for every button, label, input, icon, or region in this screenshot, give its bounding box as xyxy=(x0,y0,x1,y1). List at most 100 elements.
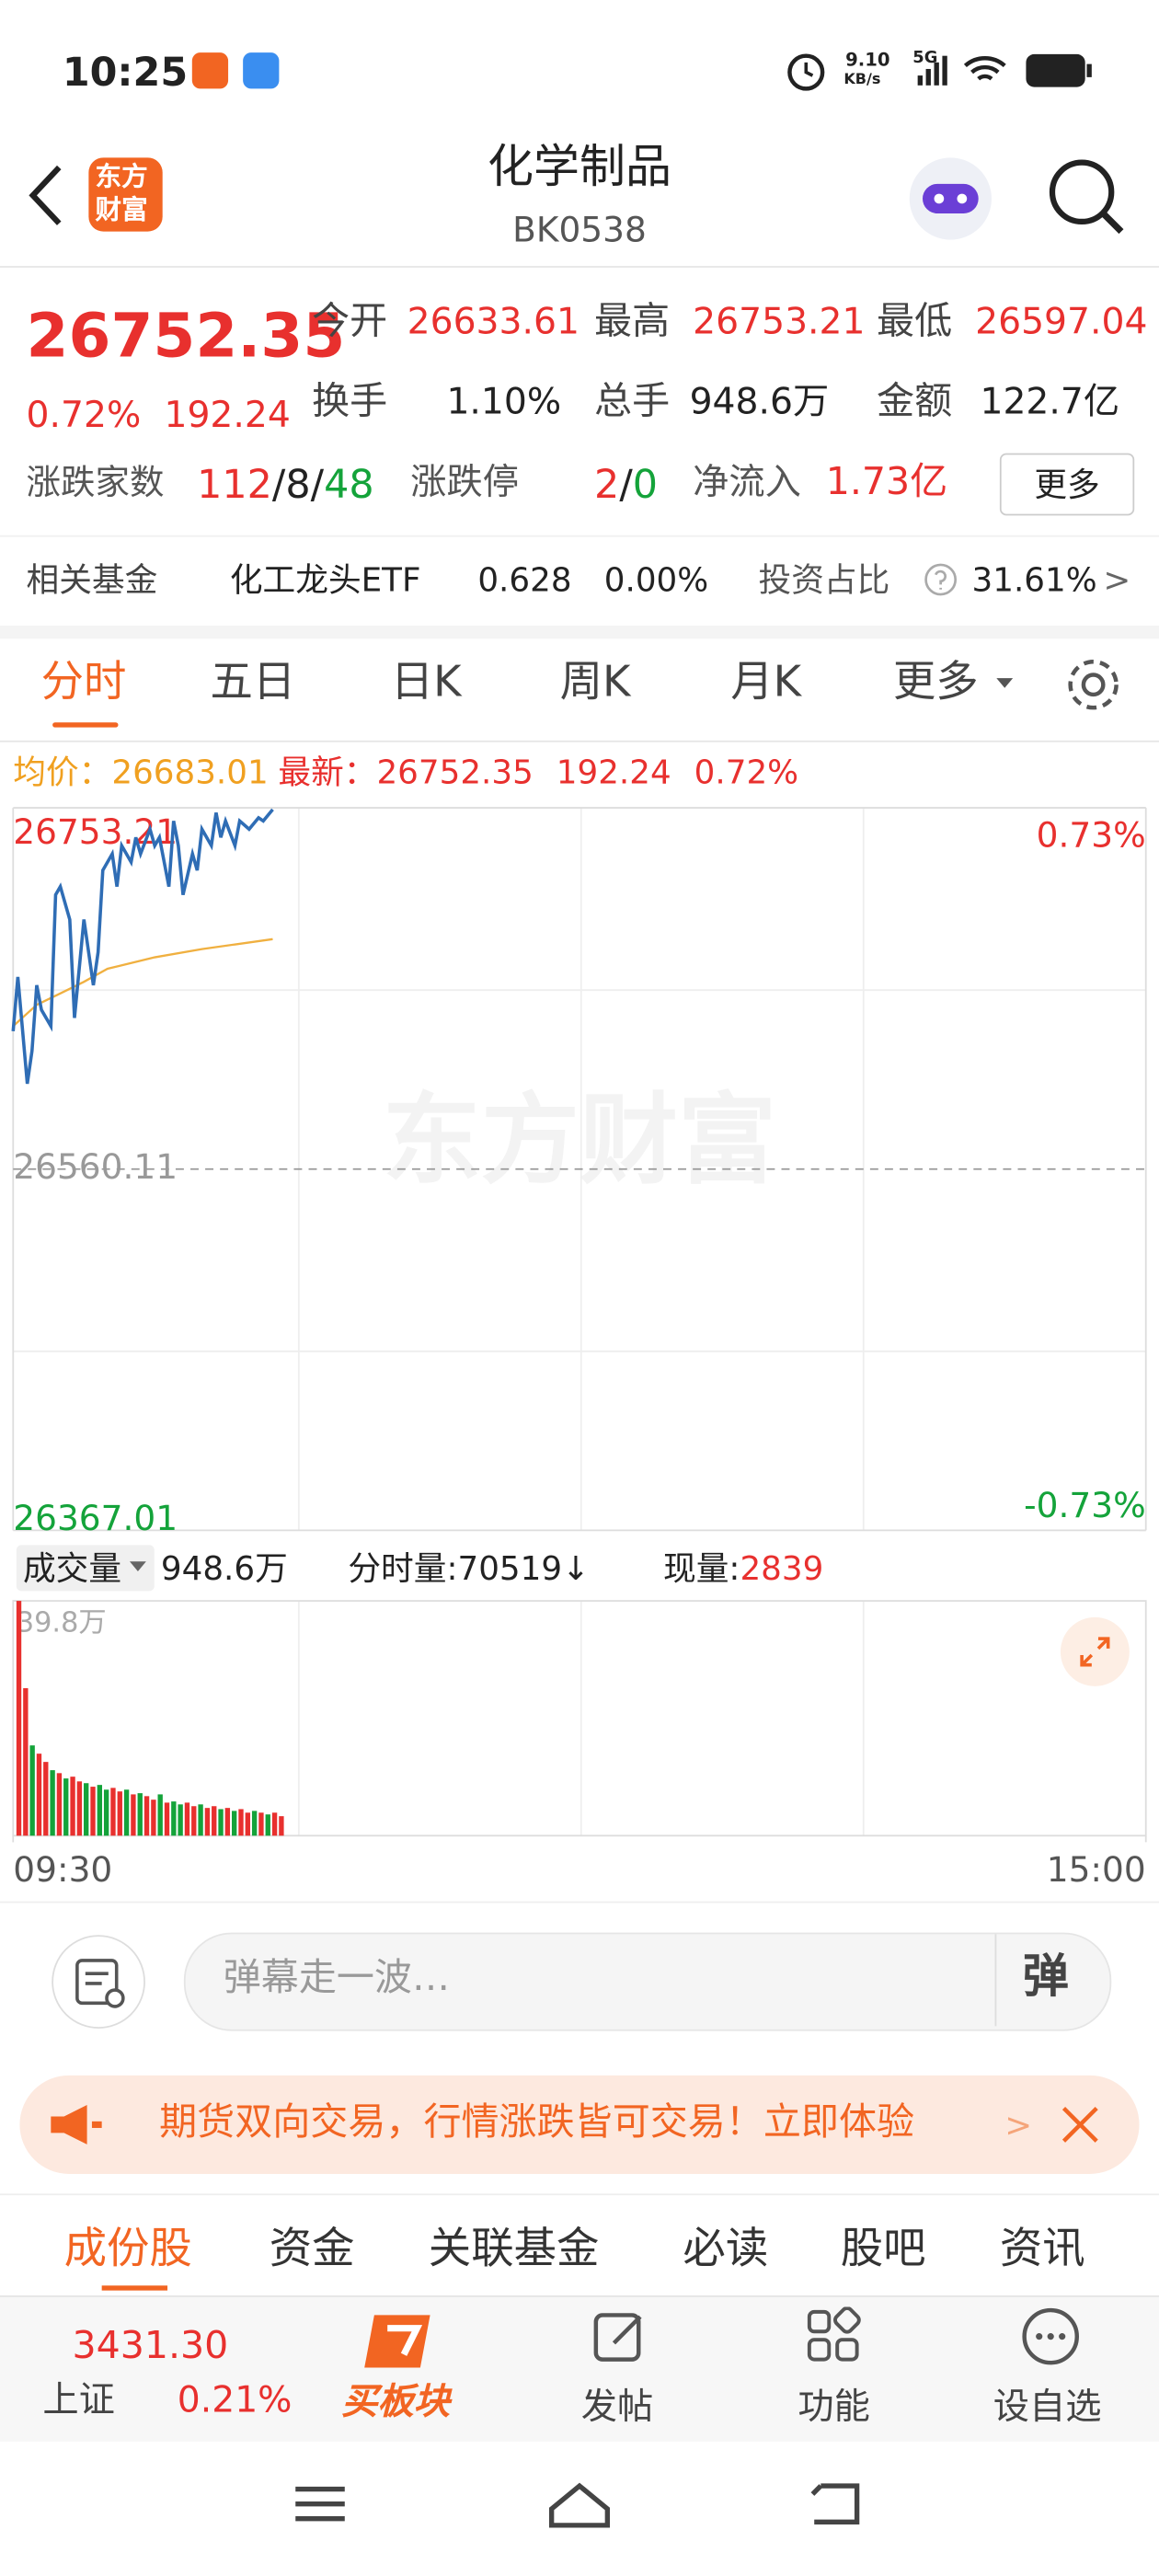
current-label: 现量: xyxy=(663,1547,740,1588)
alarm-icon xyxy=(787,53,825,91)
volume-bar xyxy=(224,1808,231,1836)
index-name[interactable]: 上证 xyxy=(42,2380,115,2422)
section-tab-active[interactable]: 成份股 xyxy=(63,2225,192,2274)
volume-bar xyxy=(212,1806,217,1836)
stat-label: 金额 xyxy=(877,381,953,424)
back-button[interactable] xyxy=(23,161,73,230)
inflow-label: 净流入 xyxy=(693,463,801,504)
volume-bar xyxy=(238,1809,244,1836)
section-tab[interactable]: 必读 xyxy=(683,2225,769,2274)
volume-selector[interactable] xyxy=(16,1545,155,1592)
volume-bar xyxy=(143,1796,150,1836)
change: 192.24 xyxy=(164,396,291,437)
nav-item[interactable]: 发帖 xyxy=(580,2386,654,2429)
megaphone-icon xyxy=(51,2104,102,2145)
watermark: 东方财富 xyxy=(383,1084,776,1198)
limit-up: 2 xyxy=(594,461,620,508)
promo-banner[interactable] xyxy=(19,2075,1140,2174)
inflow-value: 1.73亿 xyxy=(825,461,948,504)
y-tick-label: 26560.11 xyxy=(13,1146,178,1187)
separator: / xyxy=(619,461,633,508)
help-icon[interactable] xyxy=(923,561,958,597)
net-speed: 9.10 xyxy=(845,49,890,71)
y2-tick-label: -0.73% xyxy=(1024,1485,1146,1525)
volume-bar xyxy=(204,1808,211,1836)
app-icon xyxy=(243,52,280,89)
danmaku-input[interactable] xyxy=(183,1932,1112,2031)
index-value[interactable]: 3431.30 xyxy=(72,2325,229,2368)
y-tick-label: 26753.21 xyxy=(13,811,178,852)
volume-bar xyxy=(164,1802,170,1836)
volume-bar xyxy=(279,1816,284,1836)
nav-item[interactable]: 设自选 xyxy=(993,2386,1102,2429)
volume-bar xyxy=(63,1778,69,1836)
fund-name[interactable]: 化工龙头ETF xyxy=(229,559,421,600)
chart-tab[interactable]: 日K xyxy=(390,658,462,708)
stat-label: 换手 xyxy=(312,381,388,424)
danmaku-button[interactable]: 弹 xyxy=(1022,1949,1069,2004)
more-button[interactable]: 更多 xyxy=(999,453,1135,516)
nav-item[interactable]: 功能 xyxy=(798,2386,870,2429)
app-logo[interactable] xyxy=(88,157,163,232)
divider xyxy=(0,535,1159,537)
close-banner[interactable] xyxy=(1057,2101,1103,2147)
price-line xyxy=(11,808,274,1085)
minute-arrow: ↓ xyxy=(562,1547,590,1588)
volume-bar xyxy=(29,1745,35,1836)
section-tab[interactable]: 股吧 xyxy=(840,2225,926,2274)
volume-bar xyxy=(36,1754,42,1836)
section-tab[interactable]: 资讯 xyxy=(999,2225,1085,2274)
banner-text[interactable]: 期货双向交易，行情涨跌皆可交易！立即体验 xyxy=(159,2101,915,2145)
chart-tab[interactable]: 五日 xyxy=(210,658,296,708)
fund-arrow[interactable]: > xyxy=(1103,559,1131,600)
chart-tab[interactable]: 更多 xyxy=(892,658,979,708)
fund-label: 相关基金 xyxy=(26,559,158,600)
last-price-info: 26752.35 xyxy=(376,752,534,792)
breadth-label: 涨跌家数 xyxy=(26,463,165,503)
system-nav xyxy=(295,2482,860,2528)
section-tab[interactable]: 资金 xyxy=(269,2225,355,2274)
post-icon[interactable] xyxy=(591,2307,649,2366)
dropdown-icon xyxy=(996,678,1014,688)
settings-button[interactable] xyxy=(1062,653,1125,716)
volume-bar xyxy=(271,1812,278,1836)
volume-bar xyxy=(178,1804,183,1836)
volume-bar xyxy=(131,1794,136,1836)
input-placeholder[interactable]: 弹幕走一波… xyxy=(223,1957,451,2000)
robot-avatar[interactable] xyxy=(903,151,999,247)
app-icon xyxy=(191,52,229,89)
divider xyxy=(0,2193,1159,2196)
volume-bar xyxy=(43,1762,49,1836)
logo-text: 东方 xyxy=(95,160,148,192)
function-icon[interactable] xyxy=(805,2306,864,2366)
expand-button[interactable] xyxy=(1059,1616,1131,1688)
volume-bar xyxy=(258,1812,264,1836)
danmaku-settings[interactable] xyxy=(50,1933,148,2031)
fund-change: 0.00% xyxy=(603,559,709,600)
banner-arrow: > xyxy=(1004,2104,1033,2145)
watchlist-icon[interactable] xyxy=(1019,2306,1082,2368)
search-button[interactable] xyxy=(1044,155,1130,240)
limit-label: 涨跌停 xyxy=(410,463,519,504)
buy-icon[interactable] xyxy=(361,2306,447,2378)
stat-value: 26753.21 xyxy=(693,302,866,344)
index-change[interactable]: 0.21% xyxy=(177,2380,293,2422)
x-tick-label: 15:00 xyxy=(1047,1849,1146,1890)
price-info: 均价：26683.01 最新：26752.35 192.24 0.72% xyxy=(13,755,798,788)
limit-values: 2/0 xyxy=(594,465,658,504)
y-tick-label: 39.8万 xyxy=(17,1607,107,1639)
buy-board[interactable]: 买板块 xyxy=(341,2382,451,2424)
volume-label[interactable]: 成交量 xyxy=(22,1547,122,1588)
volume-bar xyxy=(191,1806,197,1836)
tab-indicator xyxy=(101,2285,168,2291)
chart-tab[interactable]: 周K xyxy=(559,658,631,708)
minute-label: 分时量: xyxy=(348,1547,458,1588)
down-count: 48 xyxy=(324,461,374,508)
chart-tab-active[interactable]: 分时 xyxy=(40,658,127,708)
volume-bar xyxy=(90,1787,96,1836)
chart-tab[interactable]: 月K xyxy=(730,658,802,708)
section-tab[interactable]: 关联基金 xyxy=(428,2225,600,2274)
change-pct-info: 0.72% xyxy=(694,752,799,792)
volume-bar xyxy=(97,1785,103,1836)
volume-total: 948.6万 xyxy=(160,1547,288,1588)
